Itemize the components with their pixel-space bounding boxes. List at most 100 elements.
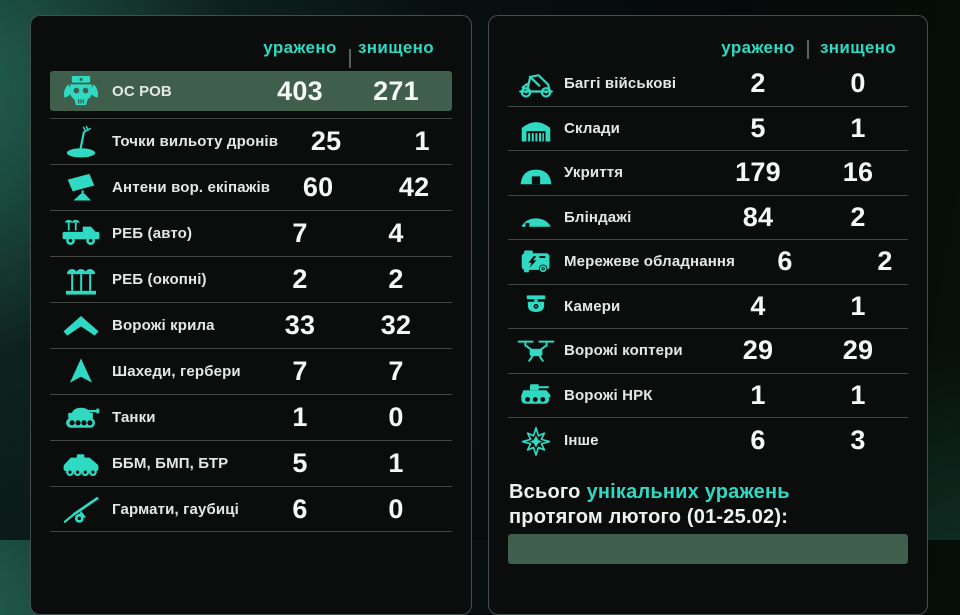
table-row: Укриття 179 16 [508,151,908,196]
destroyed-value: 2 [877,246,893,277]
table-row: Баггі військові 2 0 [508,62,908,107]
table-row: Мережеве обладнання 6 2 [508,240,908,285]
left-rows: Точки вильоту дронів 25 1 Антени вор. екіп… [50,118,452,532]
table-row: Ворожі коптери 29 29 [508,329,908,374]
row-label: Склади [564,119,621,137]
summary-text: Всього унікальних уражень протягом лютого… [508,480,908,530]
row-label: Шахеди, гербери [112,363,241,380]
destroyed-value: 2 [850,201,866,232]
destroyed-value: 1 [388,448,404,478]
quadcopter-icon [508,334,564,368]
hit-value: 1 [750,379,766,410]
row-label: Бліндажі [564,208,632,226]
shahed-drone-icon [50,355,112,389]
destroyed-value: 1 [414,126,430,156]
antenna-panel-icon [50,171,112,205]
flying-wing-icon [50,309,112,343]
tank-icon [50,401,112,435]
header-divider [349,49,351,68]
row-label: Інше [564,431,599,449]
destroyed-column-header: знищено [820,38,896,57]
hit-value: 4 [750,290,766,321]
row-label: ОС РОВ [112,82,172,100]
summary-line-1: Всього унікальних уражень [509,480,790,503]
warehouse-icon [508,112,564,144]
hit-value: 6 [292,493,308,524]
table-row: Гармати, гаубиці 6 0 [50,486,452,532]
hit-value: 6 [750,424,766,455]
column-headers: уражено знищено [50,16,452,71]
row-label: Мережеве обладнання [564,253,736,271]
destroyed-value: 7 [388,356,404,386]
destroyed-value: 3 [850,424,866,455]
row-label: Гармати, гаубиці [112,500,239,518]
hit-column-header: уражено [263,37,337,57]
destroyed-value: 16 [842,157,874,188]
right-rows: Баггі військові 2 0 Склади 5 1 Укриття 179 16 … [508,62,908,463]
destroyed-value: 4 [388,218,404,248]
destroyed-value: 1 [850,112,866,143]
row-label: РЕБ (авто) [112,225,193,242]
drone-launch-point-icon [50,125,112,159]
row-label: Камери [564,297,621,315]
destroyed-value: 1 [850,379,866,410]
table-row: Інше 6 3 [508,418,908,463]
buggy-icon [508,67,564,101]
destroyed-value: 42 [398,172,430,202]
dugout-icon [508,203,564,231]
row-label: Точки вильоту дронів [112,133,279,150]
hit-value: 6 [777,246,793,277]
header-divider [807,40,809,59]
row-label: РЕБ (окопні) [112,271,207,288]
hit-value: 84 [742,201,774,232]
apc-icon [50,447,112,481]
hit-value: 5 [750,112,766,143]
ugv-icon [508,379,564,411]
ew-trench-icon [50,263,112,297]
table-row: ББМ, БМП, БТР 5 1 [50,440,452,486]
row-label: Антени вор. екіпажів [112,179,271,196]
destroyed-value: 29 [842,335,874,366]
hit-column-header: уражено [721,38,795,57]
row-label: Укриття [564,164,624,182]
hit-value: 33 [284,310,316,340]
hit-value: 60 [302,172,334,202]
table-row: РЕБ (авто) 7 4 [50,210,452,256]
destroyed-value: 1 [850,290,866,321]
row-label: Танки [112,409,156,426]
howitzer-icon [50,492,112,526]
table-row: РЕБ (окопні) 2 2 [50,256,452,302]
table-row: Камери 4 1 [508,285,908,329]
orc-skull-icon [50,74,112,108]
destroyed-value: 32 [380,310,412,340]
destroyed-value: 0 [850,68,866,99]
generator-icon [508,245,564,279]
hit-value: 29 [742,335,774,366]
row-label: Ворожі коптери [564,342,683,360]
destroyed-value: 2 [388,264,404,294]
row-label: Ворожі крила [112,317,215,334]
hit-value: 403 [277,75,323,106]
row-label: Баггі військові [564,75,677,93]
hit-value: 2 [750,68,766,99]
table-row: Склади 5 1 [508,107,908,151]
table-row: Танки 1 0 [50,394,452,440]
destroyed-value: 0 [388,402,404,432]
camera-icon [508,290,564,322]
table-row: Ворожі крила 33 32 [50,302,452,348]
highlight-row: ОС РОВ 403 271 [50,71,452,111]
hit-value: 2 [292,264,308,294]
table-row: Антени вор. екіпажів 60 42 [50,164,452,210]
table-row: Шахеди, гербери 7 7 [50,348,452,394]
column-headers: уражено знищено [508,16,908,62]
hit-value: 25 [310,126,342,156]
table-row: Точки вильоту дронів 25 1 [50,118,452,164]
shelter-icon [508,158,564,188]
row-label: ББМ, БМП, БТР [112,455,229,472]
table-row: Бліндажі 84 2 [508,196,908,240]
hit-value: 1 [292,402,308,432]
hit-value: 7 [292,356,308,386]
destroyed-value: 0 [388,493,404,524]
left-stats-panel: уражено знищено ОС РОВ 403 271 Точки вил… [30,15,472,615]
row-label: Ворожі НРК [564,386,653,404]
